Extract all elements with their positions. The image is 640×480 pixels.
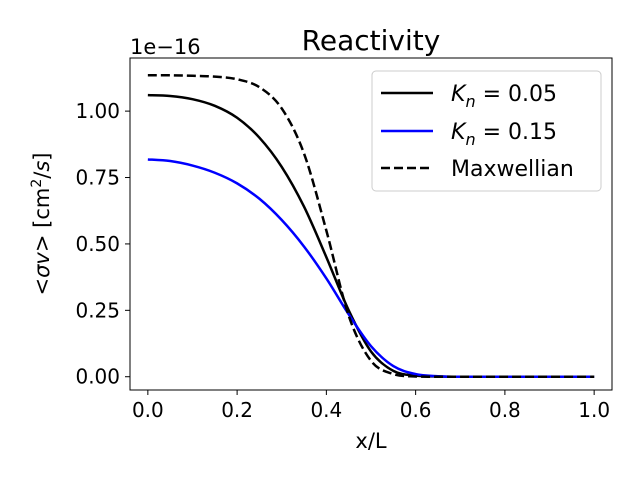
y-axis-label: <σv> [cm2/s] — [29, 153, 54, 296]
legend-value: = 0.15 — [476, 120, 557, 145]
y-label-sigma: σ — [30, 264, 54, 278]
plot-frame — [129, 57, 613, 391]
chart-title: Reactivity — [302, 24, 441, 57]
legend-label-0: Kn = 0.05 — [451, 82, 557, 111]
x-tick-label: 1.0 — [578, 398, 610, 422]
y-tick-label: 1.00 — [75, 99, 120, 123]
y-tick-label: 0.00 — [75, 365, 120, 389]
y-axis: 0.00 0.25 0.50 0.75 1.00 — [75, 99, 130, 389]
y-tick-label: 0.50 — [75, 232, 120, 256]
legend-label-2: Maxwellian — [451, 157, 574, 182]
y-offset-text: 1e−16 — [130, 35, 201, 59]
x-axis-label: x/L — [355, 429, 387, 453]
y-tick-label: 0.75 — [75, 166, 120, 190]
y-label-close: ] — [30, 153, 54, 161]
series-lines — [147, 73, 595, 379]
x-axis: 0.0 0.2 0.4 0.6 0.8 1.0 — [132, 390, 610, 422]
legend-subscript: n — [465, 130, 475, 149]
legend-symbol: K — [451, 120, 467, 145]
y-label-unit: > [cm — [30, 188, 54, 252]
y-label-sup: 2 — [29, 179, 45, 188]
x-tick-label: 0.8 — [489, 398, 521, 422]
x-tick-label: 0.4 — [310, 398, 342, 422]
y-label-s: s — [30, 161, 54, 172]
legend-subscript: n — [465, 92, 475, 111]
y-label-open: < — [30, 278, 54, 296]
legend-value: = 0.05 — [476, 82, 557, 107]
x-tick-label: 0.0 — [132, 398, 164, 422]
legend-label-1: Kn = 0.15 — [451, 120, 557, 149]
legend-symbol: K — [451, 82, 467, 107]
y-label-slash: / — [30, 171, 54, 179]
x-tick-label: 0.6 — [400, 398, 432, 422]
y-label-v: v — [30, 252, 54, 265]
series-line-2 — [147, 73, 595, 378]
legend-frame — [371, 70, 602, 192]
plot-area: 0.0 0.2 0.4 0.6 0.8 1.0 0.00 0.25 0.50 0.75 1.00 — [75, 57, 613, 422]
x-tick-label: 0.2 — [221, 398, 253, 422]
y-tick-label: 0.25 — [75, 298, 120, 322]
